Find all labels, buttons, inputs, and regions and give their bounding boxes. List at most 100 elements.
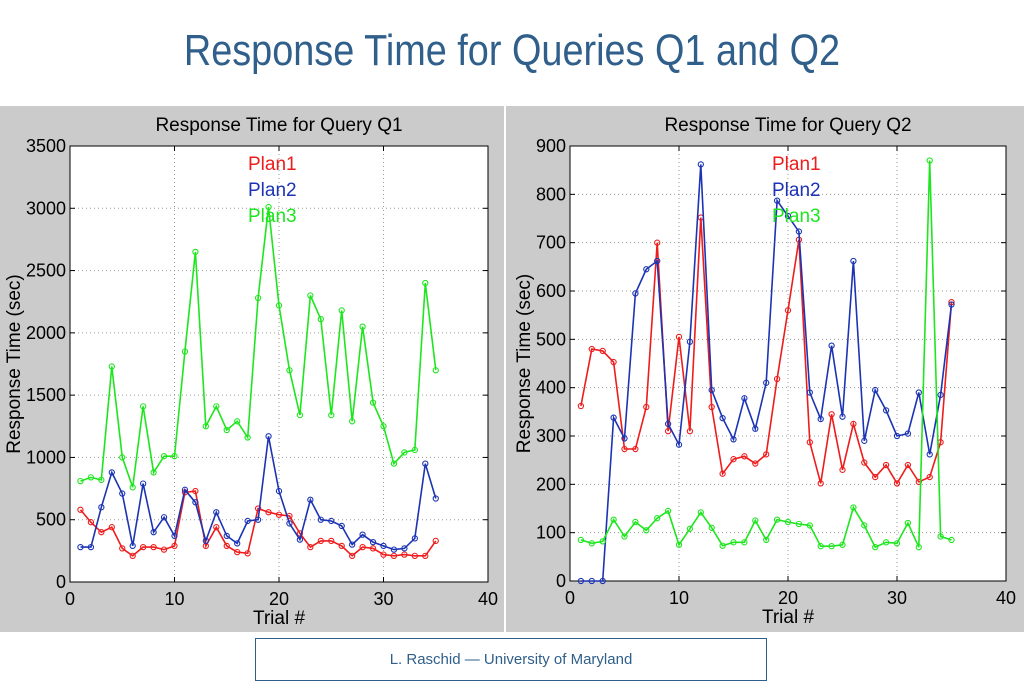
chart-title: Response Time for Query Q2 bbox=[664, 115, 911, 136]
data-point-plan2 bbox=[328, 517, 335, 525]
data-point-plan2 bbox=[795, 228, 803, 235]
legend-entry-plan2: Plan2 bbox=[772, 180, 821, 201]
data-point-plan1 bbox=[850, 420, 857, 428]
data-point-plan3 bbox=[621, 533, 628, 540]
data-point-plan3 bbox=[752, 517, 759, 524]
data-point-plan2 bbox=[275, 487, 283, 495]
data-point-plan3 bbox=[730, 539, 737, 546]
grid-lines bbox=[70, 146, 488, 582]
data-point-plan2 bbox=[390, 546, 398, 553]
data-point-plan3 bbox=[828, 543, 835, 550]
x-tick-label: 10 bbox=[164, 589, 184, 609]
data-point-plan1 bbox=[223, 542, 230, 550]
chart-q2-svg: 0 10 20 30 400100200300400500600700800900Res… bbox=[514, 115, 1016, 628]
data-point-plan2 bbox=[223, 532, 230, 540]
data-point-plan1 bbox=[861, 459, 868, 466]
data-point-plan2 bbox=[806, 389, 813, 396]
data-point-plan1 bbox=[338, 542, 345, 550]
data-point-plan2 bbox=[773, 197, 781, 204]
data-point-plan1 bbox=[741, 453, 748, 460]
y-tick-label: 200 bbox=[536, 474, 566, 494]
chart-q1-svg: 0 10 20 30 40 0 500 1000 1500 2000 2500 3000 3500 Res… bbox=[4, 115, 498, 629]
y-tick-label: 2000 bbox=[26, 323, 66, 343]
y-tick-label: 600 bbox=[536, 281, 566, 301]
data-point-plan2 bbox=[359, 531, 366, 538]
chart-panel-q1: 0 10 20 30 40 0 500 1000 1500 2000 2500 3000 3500 Res… bbox=[0, 106, 504, 632]
data-point-plan3 bbox=[697, 509, 704, 516]
series-plan3 bbox=[77, 203, 439, 491]
data-point-plan2 bbox=[234, 540, 241, 547]
data-point-plan2 bbox=[850, 257, 857, 265]
data-point-plan2 bbox=[893, 432, 901, 440]
series-plan3 bbox=[577, 157, 955, 551]
data-point-plan3 bbox=[181, 348, 189, 355]
data-point-plan1 bbox=[129, 552, 136, 559]
data-point-plan2 bbox=[686, 338, 694, 345]
data-point-plan2 bbox=[411, 535, 418, 542]
data-point-plan2 bbox=[129, 542, 136, 550]
data-point-plan2 bbox=[380, 542, 387, 550]
data-point-plan2 bbox=[77, 543, 84, 551]
data-point-plan2 bbox=[265, 433, 272, 440]
data-point-plan2 bbox=[697, 161, 704, 168]
y-tick-label: 500 bbox=[36, 510, 66, 530]
data-point-plan1 bbox=[763, 451, 770, 458]
data-point-plan2 bbox=[882, 407, 890, 414]
x-tick-label: 30 bbox=[887, 588, 907, 608]
data-point-plan1 bbox=[664, 428, 672, 435]
data-point-plan2 bbox=[338, 522, 345, 530]
data-point-plan3 bbox=[234, 418, 241, 425]
data-point-plan1 bbox=[610, 358, 617, 366]
data-point-plan1 bbox=[926, 473, 933, 481]
data-point-plan1 bbox=[719, 470, 726, 477]
data-point-plan3 bbox=[795, 520, 803, 528]
chart-title: Response Time for Query Q1 bbox=[155, 115, 402, 136]
data-point-plan3 bbox=[390, 460, 398, 467]
data-point-plan3 bbox=[98, 476, 105, 484]
data-point-plan3 bbox=[286, 367, 293, 374]
data-point-plan1 bbox=[730, 456, 737, 463]
data-point-plan1 bbox=[98, 529, 105, 536]
data-point-plan3 bbox=[719, 542, 726, 549]
data-point-plan1 bbox=[686, 428, 694, 435]
legend-entry-plan1: Plan1 bbox=[772, 154, 821, 175]
data-point-plan3 bbox=[139, 403, 147, 410]
data-point-plan1 bbox=[87, 519, 95, 526]
data-point-plan1 bbox=[244, 550, 251, 557]
data-point-plan1 bbox=[708, 403, 715, 411]
data-point-plan2 bbox=[763, 379, 770, 386]
data-point-plan3 bbox=[275, 302, 283, 309]
data-point-plan3 bbox=[773, 516, 781, 523]
data-point-plan2 bbox=[817, 415, 824, 423]
data-point-plan3 bbox=[348, 418, 356, 425]
data-point-plan1 bbox=[139, 543, 147, 551]
data-point-plan3 bbox=[664, 507, 672, 515]
data-point-plan3 bbox=[763, 536, 770, 544]
data-point-plan2 bbox=[254, 516, 262, 523]
y-axis-label: Response Time (sec) bbox=[514, 274, 535, 454]
series-line-plan1 bbox=[580, 217, 953, 485]
data-point-plan3 bbox=[643, 527, 650, 534]
data-point-plan3 bbox=[119, 454, 126, 461]
data-point-plan1 bbox=[411, 552, 418, 559]
data-point-plan1 bbox=[108, 524, 115, 531]
data-point-plan3 bbox=[317, 316, 324, 323]
data-point-plan1 bbox=[893, 480, 901, 487]
data-point-plan2 bbox=[286, 520, 293, 527]
data-point-plan3 bbox=[806, 522, 813, 529]
x-tick-label: 20 bbox=[778, 588, 798, 608]
data-point-plan1 bbox=[432, 537, 439, 545]
data-point-plan1 bbox=[839, 466, 846, 473]
data-point-plan1 bbox=[150, 543, 157, 551]
data-point-plan3 bbox=[296, 411, 304, 419]
x-axis-label: Trial # bbox=[253, 608, 306, 629]
data-point-plan1 bbox=[380, 551, 387, 558]
series-line-plan2 bbox=[80, 436, 437, 551]
legend-entry-plan2: Plan2 bbox=[248, 180, 297, 201]
data-point-plan2 bbox=[192, 499, 199, 506]
data-point-plan1 bbox=[654, 239, 661, 246]
y-tick-label: 3000 bbox=[26, 198, 66, 218]
data-point-plan2 bbox=[632, 290, 639, 297]
data-point-plan3 bbox=[380, 423, 387, 430]
data-point-plan1 bbox=[369, 545, 377, 552]
